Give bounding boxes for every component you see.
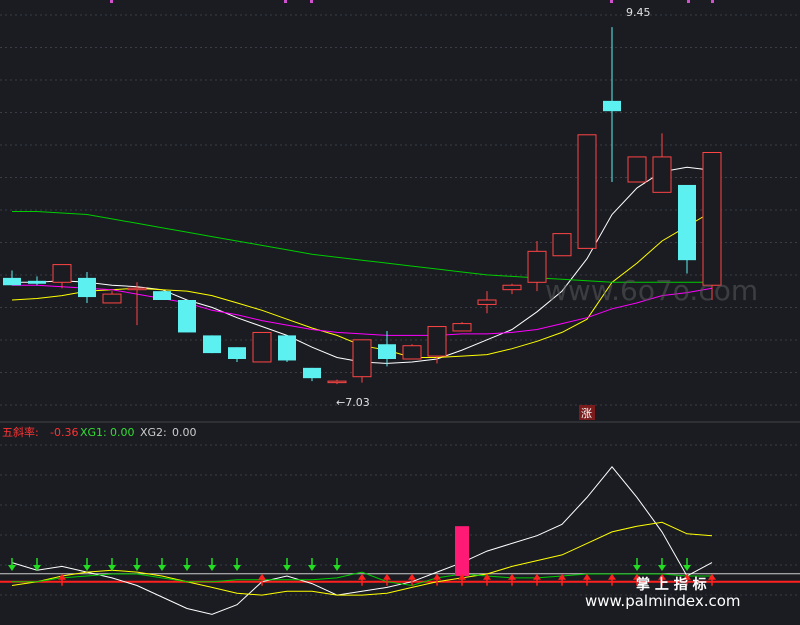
indicator-line-1 bbox=[11, 466, 713, 615]
down-arrow-head bbox=[658, 565, 666, 571]
down-arrow-head bbox=[683, 565, 691, 571]
low-price-label: ←7.03 bbox=[336, 396, 370, 409]
candle-down bbox=[603, 100, 621, 112]
up-arrow-head bbox=[558, 573, 566, 580]
up-arrow-head bbox=[533, 573, 541, 580]
candle-up bbox=[127, 287, 147, 291]
indicator-signals bbox=[8, 558, 716, 586]
watermark-6o7o: www.6o7o.com bbox=[545, 274, 758, 307]
legend-xg1: XG1: bbox=[80, 426, 107, 439]
price-moving-averages bbox=[11, 166, 713, 364]
up-arrow-head bbox=[633, 573, 641, 580]
up-arrow-head bbox=[658, 573, 666, 580]
candle-up bbox=[627, 156, 647, 183]
down-arrow-head bbox=[283, 565, 291, 571]
down-arrow-head bbox=[108, 565, 116, 571]
candle-up bbox=[702, 152, 722, 286]
up-arrow-head bbox=[608, 573, 616, 580]
candle-up bbox=[102, 293, 122, 304]
candle-up bbox=[52, 264, 72, 283]
top-marker bbox=[310, 0, 313, 3]
candle-up bbox=[402, 345, 422, 360]
indicator-series bbox=[0, 466, 800, 615]
candle-up bbox=[452, 323, 472, 332]
candle-up bbox=[652, 156, 672, 193]
down-arrow-head bbox=[8, 565, 16, 571]
high-price-label: 9.45 bbox=[626, 6, 651, 19]
down-arrow-head bbox=[633, 565, 641, 571]
up-arrow-head bbox=[583, 573, 591, 580]
legend-xg2: XG2: bbox=[140, 426, 167, 439]
down-arrow-head bbox=[158, 565, 166, 571]
highlight-bar bbox=[455, 526, 469, 576]
down-arrow-head bbox=[133, 565, 141, 571]
top-marker bbox=[284, 0, 287, 3]
price-candles bbox=[3, 27, 722, 385]
down-arrow-head bbox=[208, 565, 216, 571]
up-arrow-head bbox=[458, 573, 466, 580]
watermark-url: www.palmindex.com bbox=[585, 592, 741, 610]
indicator-line-2 bbox=[11, 521, 713, 596]
candle-down bbox=[28, 280, 46, 284]
indicator-line-3 bbox=[12, 571, 712, 587]
up-arrow-head bbox=[408, 573, 416, 580]
up-arrow-head bbox=[683, 573, 691, 580]
candle-down bbox=[3, 277, 21, 286]
candle-up bbox=[327, 380, 347, 384]
candle-up bbox=[552, 233, 572, 257]
moving-average-line-3 bbox=[12, 284, 713, 336]
top-marker bbox=[687, 0, 690, 3]
down-arrow-head bbox=[308, 565, 316, 571]
candle-down bbox=[303, 367, 321, 379]
legend-xg2-value: 0.00 bbox=[172, 426, 197, 439]
candle-down bbox=[278, 335, 296, 361]
up-arrow-head bbox=[708, 573, 716, 580]
watermark-cn: 掌 上 指 标 bbox=[636, 576, 707, 593]
candle-down bbox=[678, 184, 696, 261]
candle-down bbox=[228, 347, 246, 359]
legend-name-value: -0.36 bbox=[50, 426, 78, 439]
up-arrow-head bbox=[58, 573, 66, 580]
candle-up bbox=[427, 326, 447, 357]
candle-up bbox=[477, 299, 497, 305]
candle-up bbox=[577, 134, 597, 249]
legend-name: 五斜率: bbox=[2, 425, 39, 439]
top-marker bbox=[711, 0, 714, 3]
down-arrow-head bbox=[233, 565, 241, 571]
down-arrow-head bbox=[33, 565, 41, 571]
candle-up bbox=[352, 339, 372, 378]
top-markers bbox=[110, 0, 714, 3]
candle-down bbox=[178, 300, 196, 333]
up-arrow-head bbox=[383, 573, 391, 580]
candle-up bbox=[527, 250, 547, 283]
limit-up-badge-bg bbox=[579, 405, 595, 420]
candle-down bbox=[78, 277, 96, 298]
down-arrow-head bbox=[333, 565, 341, 571]
moving-average-line-4 bbox=[12, 211, 712, 283]
candle-up bbox=[252, 331, 272, 363]
candle-down bbox=[378, 344, 396, 359]
up-arrow-head bbox=[358, 573, 366, 580]
candle-up bbox=[502, 284, 522, 291]
top-marker bbox=[610, 0, 613, 3]
up-arrow-head bbox=[508, 573, 516, 580]
down-arrow-head bbox=[83, 565, 91, 571]
candle-down bbox=[153, 291, 171, 300]
down-arrow-head bbox=[183, 565, 191, 571]
limit-up-badge: 涨 bbox=[581, 407, 592, 420]
legend-xg1-value: 0.00 bbox=[110, 426, 135, 439]
top-marker bbox=[110, 0, 113, 3]
grid bbox=[0, 14, 800, 596]
up-arrow-head bbox=[483, 573, 491, 580]
indicator-legend: 五斜率: -0.36 XG1: 0.00 XG2: 0.00 bbox=[2, 425, 197, 439]
candle-down bbox=[203, 335, 221, 354]
up-arrow-head bbox=[258, 573, 266, 580]
up-arrow-head bbox=[433, 573, 441, 580]
